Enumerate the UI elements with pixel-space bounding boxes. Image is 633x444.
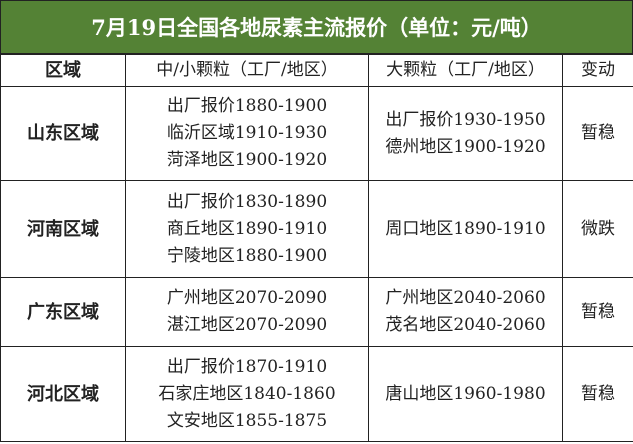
change-cell: 微跌 [562,180,633,278]
price-table: 区域 中/小颗粒（工厂/地区） 大颗粒（工厂/地区） 变动 山东区域 出厂报价18… [0,54,633,442]
price-line: 临沂区域1910-1930 [166,123,328,143]
region-cell: 广东区域 [0,277,126,347]
small-granule-cell: 出厂报价1880-1900 临沂区域1910-1930 菏泽地区1900-1920 [125,86,369,181]
header-region: 区域 [0,54,126,87]
large-granule-cell: 广州地区2040-2060 茂名地区2040-2060 [368,277,563,347]
table-row: 广东区域 广州地区2070-2090 湛江地区2070-2090 广州地区2040-2… [0,277,633,347]
table-title: 7月19日全国各地尿素主流报价（单位：元/吨） [0,0,633,54]
table-row: 河北区域 出厂报价1870-1910 石家庄地区1840-1860 文安地区1855-… [0,346,633,442]
price-line: 出厂报价1930-1950 [385,109,546,130]
region-cell: 河北区域 [0,346,126,442]
header-row: 区域 中/小颗粒（工厂/地区） 大颗粒（工厂/地区） 变动 [0,54,633,87]
price-line: 周口地区1890-1910 [385,218,546,239]
change-cell: 暂稳 [562,346,633,442]
price-line: 茂名地区2040-2060 [385,315,546,335]
table-row: 河南区域 出厂报价1830-1890 商丘地区1890-1910 宁陵地区1880-1… [0,180,633,278]
price-line: 宁陵地区1880-1900 [166,245,328,266]
change-cell: 暂稳 [562,86,633,181]
small-granule-cell: 广州地区2070-2090 湛江地区2070-2090 [125,277,369,347]
region-cell: 河南区域 [0,180,126,278]
header-change: 变动 [562,54,633,87]
price-line: 广州地区2070-2090 [166,288,328,308]
price-line: 广州地区2040-2060 [385,288,546,308]
price-line: 出厂报价1880-1900 [166,96,328,116]
large-granule-cell: 唐山地区1960-1980 [368,346,563,442]
change-cell: 暂稳 [562,277,633,347]
price-line: 文安地区1855-1875 [166,410,328,431]
header-small: 中/小颗粒（工厂/地区） [125,54,369,87]
large-granule-cell: 周口地区1890-1910 [368,180,563,278]
price-line: 菏泽地区1900-1920 [166,150,328,170]
region-cell: 山东区域 [0,86,126,181]
small-granule-cell: 出厂报价1830-1890 商丘地区1890-1910 宁陵地区1880-1900 [125,180,369,278]
price-line: 德州地区1900-1920 [385,136,546,157]
price-line: 湛江地区2070-2090 [166,315,328,335]
price-line: 出厂报价1830-1890 [166,191,328,212]
large-granule-cell: 出厂报价1930-1950 德州地区1900-1920 [368,86,563,181]
price-line: 石家庄地区1840-1860 [158,383,336,404]
table-row: 山东区域 出厂报价1880-1900 临沂区域1910-1930 菏泽地区1900-1… [0,86,633,181]
price-line: 唐山地区1960-1980 [385,383,546,404]
price-line: 商丘地区1890-1910 [166,218,328,239]
small-granule-cell: 出厂报价1870-1910 石家庄地区1840-1860 文安地区1855-1875 [125,346,369,442]
header-large: 大颗粒（工厂/地区） [368,54,563,87]
price-line: 出厂报价1870-1910 [166,356,328,377]
